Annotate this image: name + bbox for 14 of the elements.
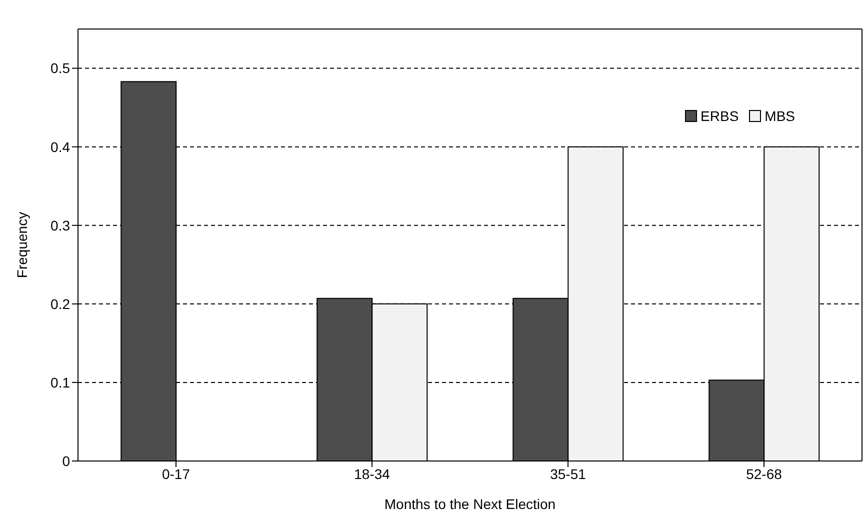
y-tick-label: 0.1 bbox=[50, 374, 70, 390]
legend-label: MBS bbox=[764, 108, 795, 124]
y-tick-label: 0 bbox=[62, 452, 70, 469]
y-tick-label: 0.5 bbox=[50, 60, 70, 76]
x-tick-label: 35-51 bbox=[550, 466, 586, 482]
y-tick-label: 0.2 bbox=[50, 296, 70, 312]
x-tick-label: 18-34 bbox=[354, 466, 390, 482]
legend-label: ERBS bbox=[700, 108, 739, 124]
y-tick-label: 0.3 bbox=[50, 217, 70, 234]
x-tick-label: 52-68 bbox=[746, 466, 782, 482]
x-axis-title: Months to the Next Election bbox=[384, 496, 556, 512]
y-tick-label: 0.4 bbox=[50, 138, 70, 155]
y-axis-title: Frequency bbox=[14, 212, 30, 278]
x-tick-label: 0-17 bbox=[162, 466, 190, 482]
